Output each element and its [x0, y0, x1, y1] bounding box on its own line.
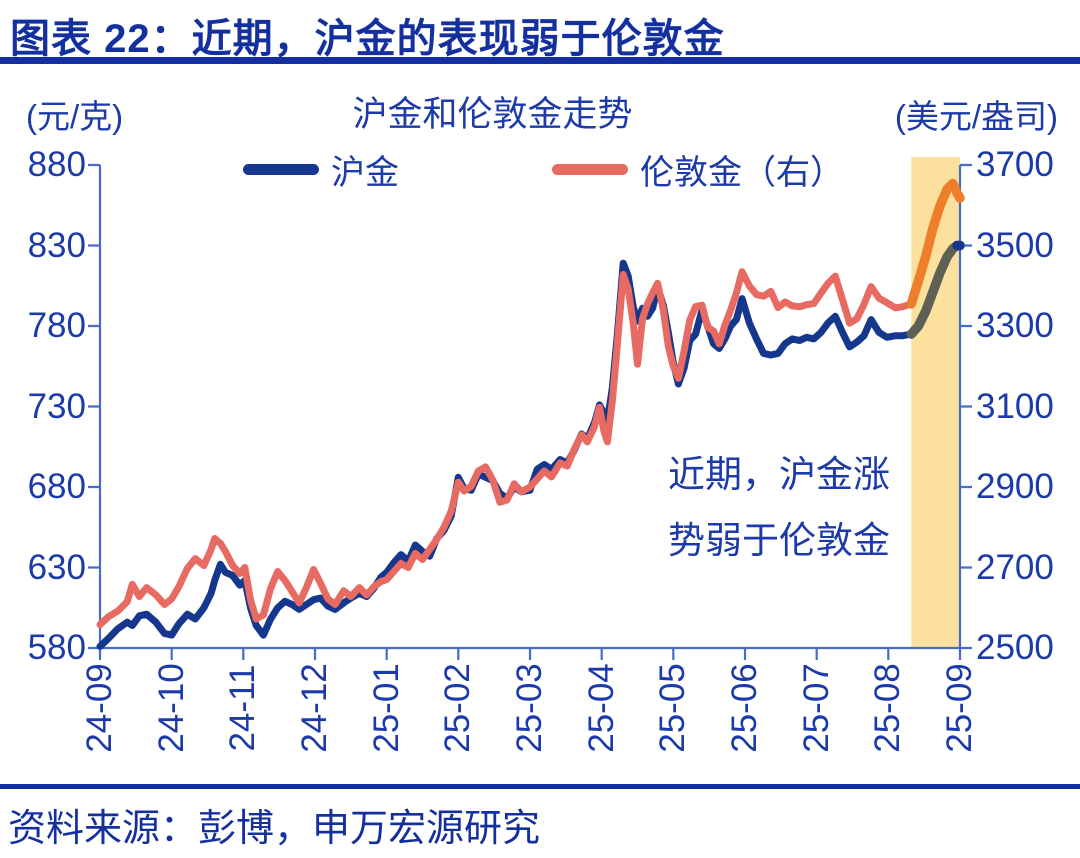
hujin-line-swatch [243, 163, 319, 175]
x-tick-label: 24-12 [295, 663, 334, 753]
left-tick-label: 830 [27, 226, 86, 265]
title-rule [0, 57, 1080, 64]
series-london [96, 268, 915, 629]
chart-title: 沪金和伦敦金走势 [352, 95, 633, 134]
right-axis-unit: (美元/盎司) [894, 98, 1058, 135]
x-tick-label: 25-08 [868, 663, 907, 753]
right-tick-label: 2700 [976, 548, 1054, 587]
x-tick-label: 25-02 [438, 663, 477, 753]
highlight-band [911, 157, 960, 648]
x-tick-label: 24-09 [80, 663, 119, 753]
x-tick-label: 24-10 [152, 663, 191, 753]
left-tick-label: 680 [27, 467, 86, 506]
legend-label-london: 伦敦金（右） [640, 153, 844, 192]
x-tick-label: 25-06 [725, 663, 764, 753]
right-tick-label: 3300 [976, 306, 1054, 345]
source-note: 资料来源：彭博，申万宏源研究 [8, 808, 541, 850]
left-tick-label: 580 [27, 628, 86, 667]
right-tick-label: 2500 [976, 628, 1054, 667]
axes [88, 163, 972, 660]
annotation-line-1: 近期，沪金涨 [668, 454, 890, 495]
x-tick-label: 25-03 [510, 663, 549, 753]
left-tick-label: 630 [27, 548, 86, 587]
right-tick-label: 3100 [976, 387, 1054, 426]
annotation-line-2: 势弱于伦敦金 [668, 520, 890, 561]
x-tick-label: 25-05 [653, 663, 692, 753]
x-tick-label: 25-04 [582, 663, 621, 753]
right-tick-label: 2900 [976, 467, 1054, 506]
left-tick-label: 780 [27, 306, 86, 345]
footer-rule [0, 784, 1080, 789]
series-london-recent [906, 178, 965, 309]
x-tick-label: 25-01 [367, 663, 406, 753]
legend-item-hujin: 沪金 [243, 149, 399, 192]
x-tick-label: 25-09 [940, 663, 979, 753]
right-tick-label: 3700 [976, 145, 1054, 184]
annotation: 近期，沪金涨 势弱于伦敦金 [668, 442, 890, 574]
legend-item-london: 伦敦金（右） [552, 149, 844, 192]
x-tick-label: 24-11 [223, 664, 262, 752]
figure-title: 图表 22：近期，沪金的表现弱于伦敦金 [10, 17, 725, 61]
right-tick-label: 3500 [976, 226, 1054, 265]
x-tick-label: 25-07 [797, 663, 836, 753]
london-line-swatch [552, 163, 628, 175]
left-tick-label: 730 [27, 387, 86, 426]
legend-label-hujin: 沪金 [331, 153, 399, 192]
left-axis-unit: (元/克) [26, 98, 124, 135]
left-tick-label: 880 [27, 145, 86, 184]
